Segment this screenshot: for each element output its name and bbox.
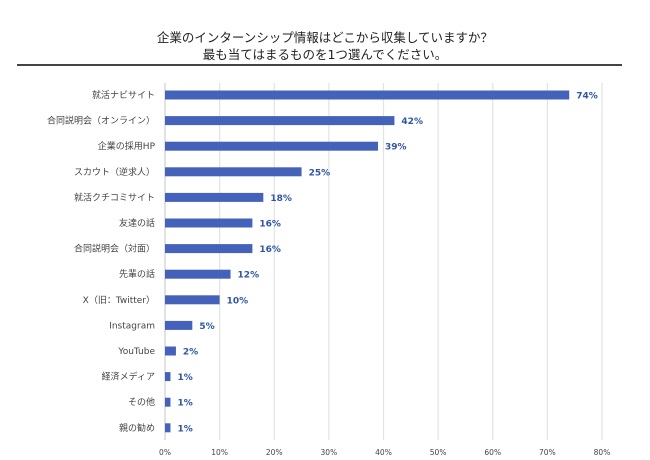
category-label: スカウト（逆求人） bbox=[74, 166, 155, 178]
x-tick-label: 70% bbox=[539, 448, 556, 457]
x-tick-label: 30% bbox=[321, 448, 338, 457]
data-label: 5% bbox=[199, 322, 214, 332]
chart-title-line-2: 最も当てはまるものを1つ選んでください。 bbox=[202, 47, 448, 62]
category-label: 先輩の話 bbox=[119, 268, 155, 280]
category-label: その他 bbox=[128, 396, 155, 408]
data-label: 16% bbox=[259, 245, 281, 255]
data-label: 10% bbox=[227, 296, 249, 306]
bar bbox=[165, 346, 176, 356]
bar bbox=[165, 423, 171, 433]
data-label: 2% bbox=[183, 348, 198, 358]
bar bbox=[165, 90, 570, 100]
bar bbox=[165, 218, 253, 228]
category-label: 企業の採用HP bbox=[98, 140, 156, 152]
title-divider bbox=[17, 64, 622, 66]
x-tick-label: 80% bbox=[594, 448, 611, 457]
bar bbox=[165, 295, 220, 305]
bar bbox=[165, 116, 395, 126]
chart-title-line-1: 企業のインターンシップ情報はどこから収集していますか？ bbox=[156, 30, 494, 45]
data-label: 1% bbox=[177, 424, 192, 434]
x-tick-label: 10% bbox=[211, 448, 228, 457]
data-label: 25% bbox=[309, 168, 331, 178]
data-label: 1% bbox=[177, 399, 192, 409]
category-label: 経済メディア bbox=[102, 371, 155, 383]
category-label: 就活クチコミサイト bbox=[74, 191, 155, 203]
x-tick-label: 20% bbox=[266, 448, 283, 457]
bar bbox=[165, 269, 231, 279]
bar bbox=[165, 167, 302, 177]
data-label: 42% bbox=[401, 117, 423, 127]
category-label: 親の勧め bbox=[119, 422, 155, 434]
data-label: 16% bbox=[259, 220, 281, 230]
data-label: 12% bbox=[238, 271, 260, 281]
x-tick-label: 40% bbox=[375, 448, 392, 457]
x-tick-label: 60% bbox=[484, 448, 501, 457]
category-label: 合同説明会（対面） bbox=[74, 243, 155, 255]
x-tick-label: 0% bbox=[159, 448, 171, 457]
category-label: 友達の話 bbox=[119, 217, 155, 229]
data-label: 1% bbox=[177, 373, 192, 383]
bar bbox=[165, 397, 171, 407]
x-tick-label: 50% bbox=[430, 448, 447, 457]
bar bbox=[165, 320, 193, 330]
category-label: YouTube bbox=[117, 347, 155, 357]
data-label: 18% bbox=[270, 194, 292, 204]
data-label: 74% bbox=[576, 92, 598, 102]
category-label: X（旧：Twitter） bbox=[83, 295, 155, 306]
bar bbox=[165, 244, 253, 254]
bar bbox=[165, 141, 379, 151]
category-label: 合同説明会（オンライン） bbox=[47, 115, 155, 127]
bar bbox=[165, 372, 171, 382]
bar bbox=[165, 192, 264, 202]
category-label: Instagram bbox=[109, 321, 155, 331]
data-label: 39% bbox=[385, 143, 407, 153]
category-label: 就活ナビサイト bbox=[92, 89, 155, 101]
